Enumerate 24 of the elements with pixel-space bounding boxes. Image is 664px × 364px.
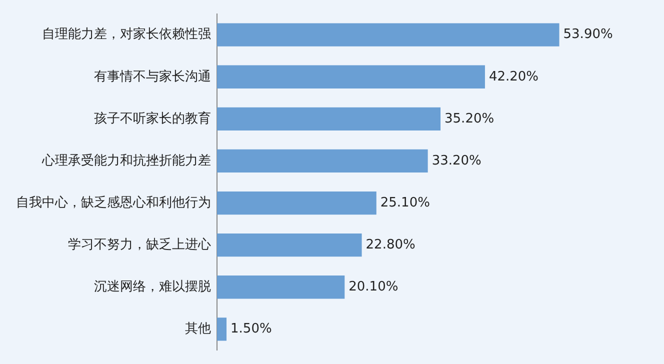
y-tick-label: 自理能力差，对家长依赖性强 bbox=[42, 26, 211, 42]
y-tick-label: 心理承受能力和抗挫折能力差 bbox=[41, 152, 211, 168]
y-tick-label: 孩子不听家长的教育 bbox=[94, 110, 211, 126]
bar bbox=[217, 65, 485, 88]
data-label: 20.10% bbox=[348, 280, 398, 294]
y-tick-label: 沉迷网络，难以摆脱 bbox=[94, 280, 211, 294]
y-tick-label: 其他 bbox=[185, 322, 211, 337]
bar bbox=[217, 107, 441, 130]
data-label: 25.10% bbox=[380, 195, 430, 210]
data-label: 22.80% bbox=[366, 237, 416, 252]
bar bbox=[217, 234, 362, 257]
data-label: 1.50% bbox=[230, 322, 272, 337]
bar bbox=[217, 149, 428, 173]
data-label: 35.20% bbox=[444, 111, 494, 126]
bar bbox=[217, 318, 227, 341]
bar bbox=[217, 191, 376, 215]
bar bbox=[217, 276, 345, 299]
y-tick-label: 学习不努力，缺乏上进心 bbox=[68, 236, 211, 252]
y-tick-label: 有事情不与家长沟通 bbox=[94, 68, 211, 84]
data-label: 42.20% bbox=[488, 69, 539, 84]
data-label: 53.90% bbox=[563, 27, 613, 42]
y-tick-label: 自我中心，缺乏感恩心和利他行为 bbox=[16, 194, 211, 210]
bar bbox=[217, 23, 560, 46]
data-label: 33.20% bbox=[432, 153, 482, 168]
